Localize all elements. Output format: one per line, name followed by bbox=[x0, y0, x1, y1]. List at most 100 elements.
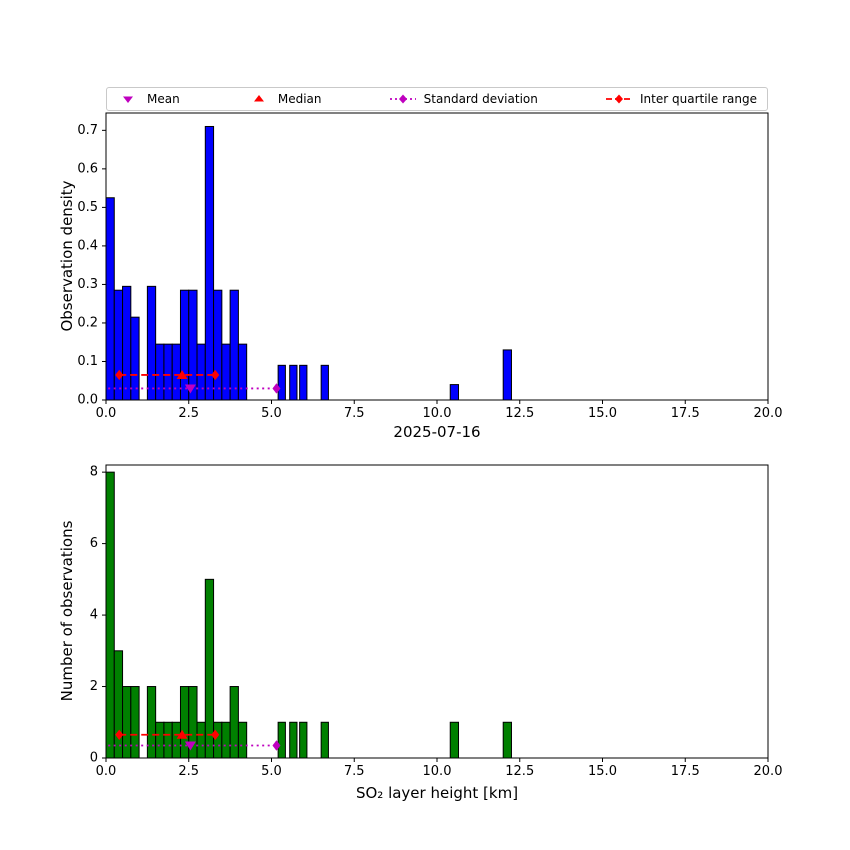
mean-triangle-marker bbox=[184, 741, 196, 751]
x-tick-label: 2.5 bbox=[178, 406, 199, 421]
histogram-bar bbox=[320, 721, 329, 758]
histogram-bar bbox=[299, 721, 308, 758]
histogram-bar bbox=[449, 384, 460, 400]
y-tick-label: 0.7 bbox=[77, 123, 98, 138]
iqr-left-diamond-marker bbox=[115, 369, 124, 381]
legend-label-iqr: Inter quartile range bbox=[640, 92, 757, 106]
x-tick-label: 15.0 bbox=[588, 764, 617, 779]
number-of-observations-chart: 0.0 2.5 5.0 7.5 10.0 12.5 15.0 17.5 20.0 0 2 4 6 8 bbox=[90, 464, 783, 779]
mean-triangle-marker bbox=[184, 384, 196, 394]
median-triangle-marker bbox=[176, 369, 188, 379]
x-tick-label: 17.5 bbox=[671, 764, 700, 779]
histogram-bar bbox=[229, 289, 239, 400]
histogram-bar bbox=[130, 316, 140, 400]
x-tick-label: 10.0 bbox=[423, 406, 452, 421]
x-tick-label: 5.0 bbox=[261, 764, 282, 779]
histogram-bar bbox=[221, 721, 231, 758]
histogram-bar bbox=[130, 686, 140, 758]
y-tick-label: 0.3 bbox=[77, 277, 98, 292]
histogram-bar bbox=[196, 721, 206, 758]
x-tick-label: 20.0 bbox=[754, 764, 783, 779]
x-tick-label: 15.0 bbox=[588, 406, 617, 421]
number-of-observations-stat-markers bbox=[106, 729, 281, 751]
y-tick-label: 4 bbox=[90, 608, 98, 623]
iqr-marker-icon bbox=[606, 94, 633, 104]
histogram-bar bbox=[320, 364, 329, 400]
histogram-bar bbox=[155, 343, 165, 400]
legend-label-std: Standard deviation bbox=[423, 92, 538, 106]
histogram-bar bbox=[237, 343, 248, 400]
y-tick-label: 0.2 bbox=[77, 315, 98, 330]
histogram-bar bbox=[502, 349, 512, 400]
histogram-bar bbox=[204, 578, 215, 758]
y-tick-label: 0 bbox=[90, 751, 98, 766]
histogram-bar bbox=[122, 285, 132, 400]
iqr-right-diamond-marker bbox=[211, 369, 220, 381]
histogram-bar bbox=[188, 289, 198, 400]
y-tick-label: 0.5 bbox=[77, 200, 98, 215]
y-tick-label: 6 bbox=[90, 536, 98, 551]
x-tick-label: 12.5 bbox=[505, 406, 534, 421]
median-triangle-marker bbox=[176, 729, 188, 739]
mean-marker-icon bbox=[123, 96, 133, 103]
legend-item-iqr: Inter quartile range bbox=[604, 92, 757, 106]
histogram-bar bbox=[113, 650, 124, 758]
histogram-bar bbox=[299, 364, 308, 400]
legend-item-median: Median bbox=[246, 92, 322, 106]
histogram-bar bbox=[179, 686, 190, 758]
legend-item-mean: Mean bbox=[115, 92, 180, 106]
histogram-bar bbox=[171, 721, 181, 758]
histogram-bar bbox=[289, 364, 298, 400]
x-tick-label: 12.5 bbox=[505, 764, 534, 779]
histogram-bar bbox=[106, 471, 115, 758]
histogram-bar bbox=[106, 197, 115, 400]
std-right-diamond-marker bbox=[272, 740, 281, 751]
histogram-bar bbox=[179, 289, 190, 400]
std-left-diamond-marker bbox=[106, 744, 107, 747]
y-tick-label: 0.0 bbox=[77, 393, 98, 408]
x-tick-label: 20.0 bbox=[754, 406, 783, 421]
observation-density-chart: 0.0 2.5 5.0 7.5 10.0 12.5 15.0 17.5 20.0 0.0 0.1 0.… bbox=[77, 112, 783, 421]
legend-item-std: Standard deviation bbox=[388, 92, 538, 106]
number-of-observations-bars bbox=[106, 471, 512, 758]
y-tick-label: 8 bbox=[90, 465, 98, 480]
ylabel-observation-density: Observation density bbox=[58, 180, 76, 332]
observation-density-bars bbox=[106, 125, 512, 400]
histogram-bar bbox=[449, 721, 460, 758]
x-tick-label: 0.0 bbox=[96, 406, 117, 421]
observation-density-stat-markers bbox=[106, 369, 281, 394]
histogram-bar bbox=[196, 343, 206, 400]
histogram-bar bbox=[163, 343, 173, 400]
std-left-diamond-marker bbox=[106, 387, 107, 390]
histogram-bar bbox=[155, 721, 165, 758]
y-tick-label: 0.1 bbox=[77, 354, 98, 369]
histogram-bar bbox=[204, 125, 215, 400]
histogram-bar bbox=[221, 343, 231, 400]
iqr-left-diamond-marker bbox=[115, 729, 124, 740]
y-tick-label: 0.4 bbox=[77, 238, 98, 253]
histogram-bar bbox=[213, 289, 223, 400]
histogram-bar bbox=[502, 721, 512, 758]
histogram-bar bbox=[237, 721, 248, 758]
histogram-bar bbox=[163, 721, 173, 758]
std-marker-icon bbox=[389, 94, 416, 104]
histogram-bar bbox=[146, 686, 157, 758]
histogram-bar bbox=[146, 285, 157, 400]
histogram-bar bbox=[277, 721, 286, 758]
histogram-bar bbox=[113, 289, 124, 400]
histogram-bar bbox=[277, 364, 286, 400]
legend: Mean Median Standard deviation Inter qua… bbox=[106, 87, 768, 111]
histogram-bar bbox=[289, 721, 298, 758]
x-tick-label: 2.5 bbox=[178, 764, 199, 779]
legend-label-median: Median bbox=[277, 92, 322, 106]
x-tick-label: 10.0 bbox=[423, 764, 452, 779]
histogram-bar bbox=[213, 721, 223, 758]
xlabel-so2-layer-height: SO₂ layer height [km] bbox=[355, 784, 519, 802]
histogram-bar bbox=[229, 686, 239, 758]
iqr-right-diamond-marker bbox=[211, 729, 220, 740]
histogram-bar bbox=[122, 686, 132, 758]
x-tick-label: 7.5 bbox=[344, 764, 365, 779]
histogram-bar bbox=[171, 343, 181, 400]
y-tick-label: 2 bbox=[90, 679, 98, 694]
